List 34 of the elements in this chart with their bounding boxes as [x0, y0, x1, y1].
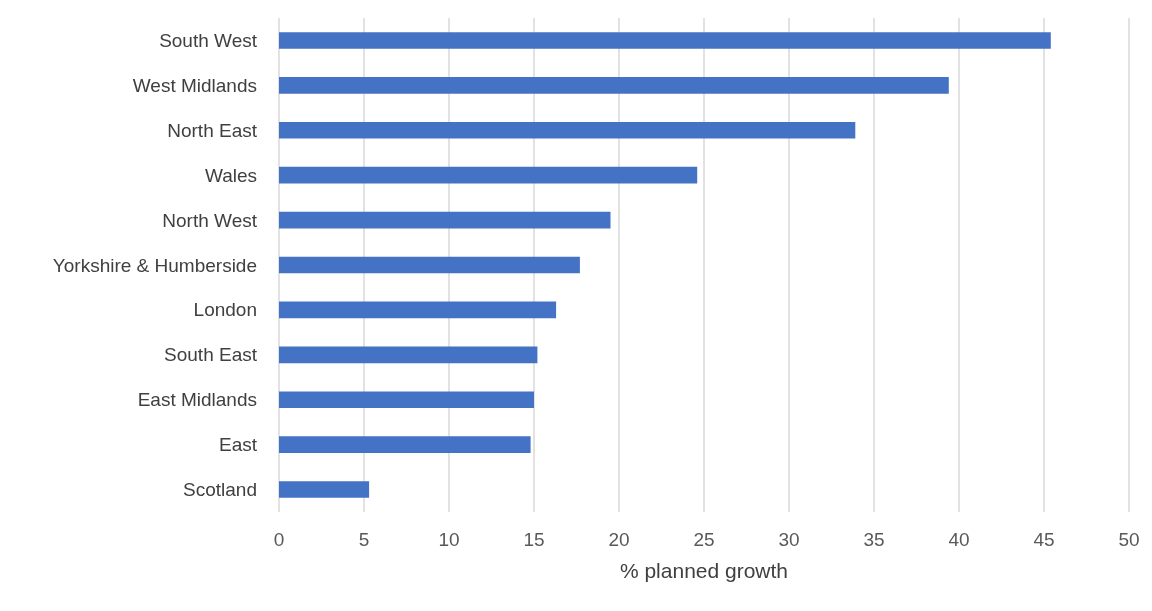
x-tick-label: 45	[1033, 529, 1055, 550]
bar	[279, 481, 370, 498]
x-tick-label: 5	[358, 529, 370, 550]
y-tick-label: North West	[162, 209, 258, 231]
y-tick-label: East	[218, 434, 258, 456]
x-tick-label: 35	[863, 529, 885, 550]
x-tick-label: 40	[948, 529, 970, 550]
y-tick-label: North East	[167, 119, 258, 141]
y-tick-label: South West	[159, 29, 258, 51]
bar	[279, 256, 580, 274]
bar	[279, 346, 538, 364]
x-tick-label: 25	[693, 529, 715, 550]
y-tick-label: West Midlands	[132, 74, 257, 96]
x-tick-label: 15	[523, 529, 545, 550]
y-tick-label: South East	[164, 344, 258, 366]
bar	[279, 436, 531, 453]
bar	[279, 211, 611, 229]
bar	[279, 301, 557, 319]
bar	[279, 391, 534, 409]
y-tick-label: Yorkshire & Humberside	[52, 254, 257, 276]
x-tick-label: 0	[273, 529, 285, 550]
y-tick-label: East Midlands	[137, 389, 257, 411]
y-tick-label: Wales	[204, 164, 257, 186]
bar	[279, 32, 1051, 49]
bar	[279, 121, 856, 139]
x-tick-label: 50	[1118, 529, 1140, 550]
y-tick-label: Scotland	[183, 479, 257, 501]
x-tick-label: 10	[438, 529, 460, 550]
x-tick-label: 20	[608, 529, 630, 550]
bar	[279, 166, 698, 184]
y-tick-label: London	[193, 299, 257, 321]
x-axis-title: % planned growth	[619, 559, 789, 582]
bar	[279, 77, 949, 94]
x-tick-label: 30	[778, 529, 800, 550]
